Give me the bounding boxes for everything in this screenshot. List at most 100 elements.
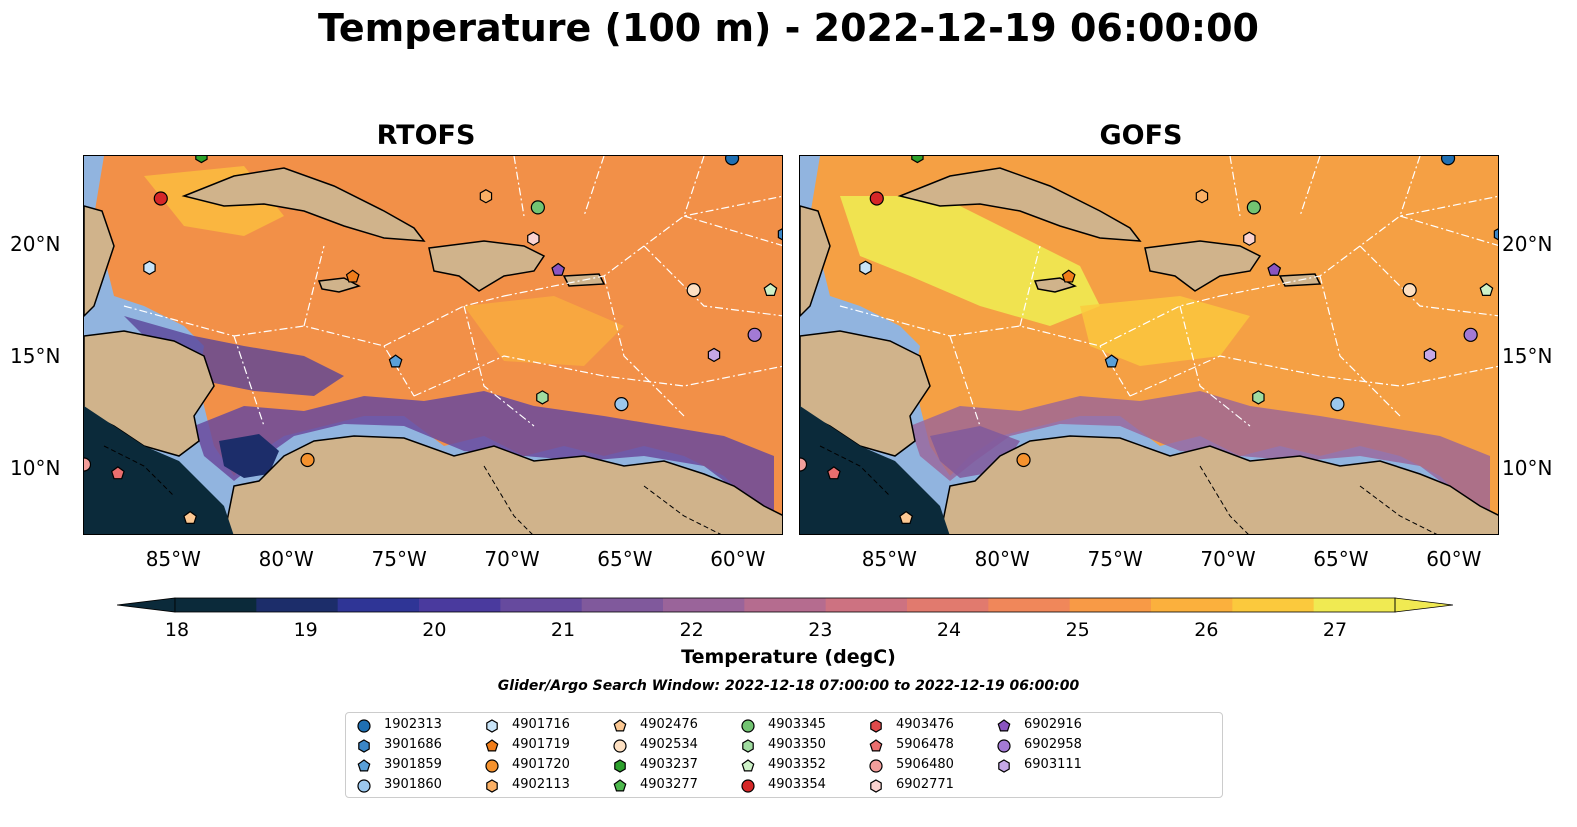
legend-label: 3901860 xyxy=(384,777,442,792)
land-hispaniola xyxy=(1144,240,1262,292)
colorbar-segment xyxy=(175,598,257,612)
float-marker-3901686 xyxy=(1493,228,1498,241)
land-central-america xyxy=(800,205,831,318)
colorbar-segment xyxy=(1151,598,1233,612)
border-lines xyxy=(819,445,1438,534)
pentagon-marker-icon xyxy=(485,739,499,752)
float-marker-6902916 xyxy=(1267,262,1282,276)
pentagon-marker-icon xyxy=(869,739,883,752)
legend-marker-6903111 xyxy=(998,759,1010,773)
lon-tick-label: 65°W xyxy=(1313,547,1369,571)
circle-marker-icon xyxy=(613,739,627,753)
circle-marker-icon xyxy=(357,779,371,793)
lat-tick-label: 10°N xyxy=(1502,455,1553,480)
float-marker-6902958 xyxy=(747,327,762,342)
land-south-america xyxy=(939,435,1498,534)
float-marker-1902313 xyxy=(724,156,740,166)
colorbar-segment xyxy=(663,598,745,612)
float-marker-4901720 xyxy=(1016,452,1031,468)
float-marker-4901716 xyxy=(143,260,156,275)
float-marker-4903345 xyxy=(1246,200,1261,215)
float-marker-6902771 xyxy=(1243,231,1256,246)
hexagon-marker-icon xyxy=(742,739,754,753)
figure-title: Temperature (100 m) - 2022-12-19 06:00:0… xyxy=(317,6,1259,50)
float-marker-4901720 xyxy=(300,452,315,468)
pentagon-marker-icon xyxy=(613,719,627,732)
float-marker-4903352 xyxy=(763,282,778,296)
lat-tick-label: 15°N xyxy=(10,344,61,369)
legend-label: 4903476 xyxy=(896,717,954,732)
float-marker-4901716 xyxy=(859,260,872,275)
float-marker-3901860 xyxy=(614,397,629,412)
float-marker-3901686 xyxy=(777,228,782,241)
lon-tick-label: 70°W xyxy=(1200,547,1256,571)
colorbar-segment xyxy=(988,598,1071,612)
land-cuba xyxy=(897,167,1142,242)
legend-marker-4903237 xyxy=(614,759,626,773)
colorbar xyxy=(117,597,1453,613)
legend-label: 4902534 xyxy=(640,737,698,752)
float-marker-5906480 xyxy=(84,457,92,472)
circle-marker-icon xyxy=(741,719,755,733)
circle-marker-icon xyxy=(869,759,883,773)
colorbar-segment xyxy=(256,598,339,612)
legend-label: 4903277 xyxy=(640,777,698,792)
colorbar-segment xyxy=(337,598,420,612)
search-window-text: Glider/Argo Search Window: 2022-12-18 07… xyxy=(497,678,1080,694)
legend-label: 4903350 xyxy=(768,737,826,752)
cool-eddy-west xyxy=(124,316,344,396)
lat-tick-label: 15°N xyxy=(1502,344,1553,369)
colorbar-tick-label: 23 xyxy=(808,619,833,641)
hexagon-marker-icon xyxy=(358,739,370,753)
pentagon-marker-icon xyxy=(357,759,371,772)
lon-tick-label: 70°W xyxy=(484,547,540,571)
legend-marker-3901860 xyxy=(357,779,371,793)
lat-tick-label: 10°N xyxy=(10,455,61,480)
lon-tick-label: 60°W xyxy=(1426,547,1482,571)
float-marker-4902534 xyxy=(686,283,701,298)
colorbar-tick-label: 21 xyxy=(550,619,576,641)
colorbar-tick-label: 27 xyxy=(1322,619,1348,641)
float-markers-rtofs xyxy=(84,156,782,524)
lon-tick-label: 75°W xyxy=(1087,547,1143,571)
colorbar-segment xyxy=(907,598,989,612)
legend-marker-5906480 xyxy=(869,759,883,773)
float-marker-3901860 xyxy=(1330,397,1345,412)
legend-marker-4903354 xyxy=(741,779,755,793)
legend-marker-4903476 xyxy=(870,719,882,733)
float-marker-5906478 xyxy=(826,466,841,480)
legend-label: 5906480 xyxy=(896,757,954,772)
lat-tick-label: 20°N xyxy=(10,232,61,257)
legend-label: 6902771 xyxy=(896,777,954,792)
colorbar-segment xyxy=(500,598,583,612)
float-marker-4903345 xyxy=(530,200,545,215)
colorbar-extend-low xyxy=(117,597,176,613)
colorbar-tick-label: 26 xyxy=(1194,619,1219,641)
legend-marker-6902771 xyxy=(870,779,882,793)
float-marker-4902113 xyxy=(479,189,493,204)
float-marker-3901859 xyxy=(1104,354,1119,368)
legend-marker-4903352 xyxy=(741,759,755,772)
float-marker-4903354 xyxy=(153,191,168,206)
legend-marker-6902958 xyxy=(997,739,1011,753)
lon-tick-label: 85°W xyxy=(145,547,201,571)
land-pacific-coast xyxy=(800,406,950,534)
border-lines xyxy=(103,445,722,534)
warm-patch-northwest xyxy=(840,196,1100,326)
lon-tick-label: 80°W xyxy=(258,547,314,571)
float-marker-4903352 xyxy=(1479,282,1494,296)
hexagon-marker-icon xyxy=(486,779,498,793)
legend-label: 6902916 xyxy=(1024,717,1082,732)
legend-label: 4901720 xyxy=(512,757,570,772)
lon-tick-label: 75°W xyxy=(371,547,427,571)
hexagon-marker-icon xyxy=(486,719,498,733)
legend-label: 6902958 xyxy=(1024,737,1082,752)
legend-label: 4902476 xyxy=(640,717,698,732)
float-marker-4902534 xyxy=(1402,283,1417,298)
map-rtofs xyxy=(83,155,783,535)
float-marker-4902476 xyxy=(899,510,914,524)
legend-label: 4903345 xyxy=(768,717,826,732)
colorbar-segment xyxy=(1232,598,1315,612)
warm-patch-central xyxy=(1080,296,1250,366)
float-marker-4902113 xyxy=(1195,189,1209,204)
